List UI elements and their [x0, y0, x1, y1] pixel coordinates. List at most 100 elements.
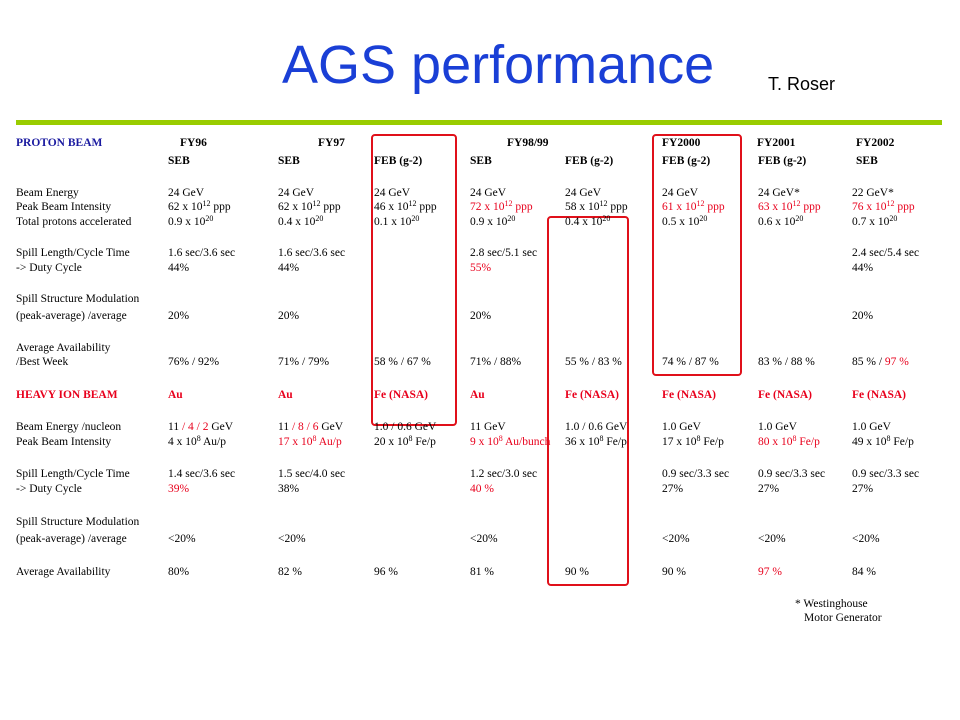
- heavy-ion-cell-1-5: 17 x 108 Fe/p: [662, 434, 724, 449]
- heavy-ion-cell-1-0: 4 x 108 Au/p: [168, 434, 226, 449]
- footnote-line-1: * Westinghouse: [795, 598, 868, 610]
- proton-cell-4-0: 44%: [168, 262, 190, 274]
- species-header-6: Fe (NASA): [758, 389, 812, 401]
- proton-cell-3-7: 2.4 sec/5.4 sec: [852, 247, 920, 259]
- heavy-ion-cell-0-2: 1.0 / 0.6 GeV: [374, 421, 437, 433]
- heavy-ion-row-label-5: (peak-average) /average: [16, 533, 127, 545]
- mode-header-7: SEB: [856, 155, 878, 167]
- proton-cell-6-0: 20%: [168, 310, 190, 322]
- highlight-box-fy97-feb: [371, 134, 457, 426]
- proton-cell-1-6: 63 x 1012 ppp: [758, 199, 821, 214]
- heavy-ion-cell-2-6: 0.9 sec/3.3 sec: [758, 468, 826, 480]
- heavy-ion-row-label-0: Beam Energy /nucleon: [16, 421, 122, 433]
- species-header-3: Au: [470, 389, 485, 401]
- proton-cell-2-1: 0.4 x 1020: [278, 214, 324, 229]
- species-header-1: Au: [278, 389, 293, 401]
- mode-header-4: FEB (g-2): [565, 155, 614, 167]
- proton-cell-2-2: 0.1 x 1020: [374, 214, 420, 229]
- heavy-ion-cell-5-6: <20%: [758, 533, 786, 545]
- mode-header-6: FEB (g-2): [758, 155, 807, 167]
- heavy-ion-cell-0-6: 1.0 GeV: [758, 421, 797, 433]
- mode-header-2: FEB (g-2): [374, 155, 423, 167]
- highlight-box-fy2000: [652, 134, 742, 376]
- proton-cell-6-3: 20%: [470, 310, 492, 322]
- proton-cell-1-2: 46 x 1012 ppp: [374, 199, 437, 214]
- year-header-4: FY2001: [757, 137, 796, 149]
- heavy-ion-cell-2-7: 0.9 sec/3.3 sec: [852, 468, 920, 480]
- heavy-ion-cell-0-7: 1.0 GeV: [852, 421, 891, 433]
- section-label-proton: PROTON BEAM: [16, 137, 103, 149]
- heavy-ion-cell-6-3: 81 %: [470, 566, 494, 578]
- proton-cell-2-0: 0.9 x 1020: [168, 214, 214, 229]
- proton-cell-8-4: 55 % / 83 %: [565, 356, 622, 368]
- proton-cell-0-0: 24 GeV: [168, 187, 205, 199]
- proton-row-label-6: (peak-average) /average: [16, 310, 127, 322]
- heavy-ion-cell-6-1: 82 %: [278, 566, 302, 578]
- heavy-ion-cell-0-0: 11 / 4 / 2 GeV: [168, 421, 234, 433]
- proton-cell-8-1: 71% / 79%: [278, 356, 330, 368]
- heavy-ion-cell-3-5: 27%: [662, 483, 684, 495]
- proton-row-label-7: Average Availability: [16, 342, 111, 354]
- heavy-ion-cell-1-7: 49 x 108 Fe/p: [852, 434, 914, 449]
- proton-cell-8-0: 76% / 92%: [168, 356, 220, 368]
- proton-cell-3-1: 1.6 sec/3.6 sec: [278, 247, 346, 259]
- heavy-ion-cell-6-5: 90 %: [662, 566, 686, 578]
- proton-cell-2-5: 0.5 x 1020: [662, 214, 708, 229]
- heavy-ion-row-label-3: -> Duty Cycle: [16, 483, 82, 495]
- heavy-ion-cell-5-5: <20%: [662, 533, 690, 545]
- heavy-ion-cell-1-4: 36 x 108 Fe/p: [565, 434, 627, 449]
- heavy-ion-cell-2-3: 1.2 sec/3.0 sec: [470, 468, 538, 480]
- year-header-0: FY96: [180, 137, 207, 149]
- proton-cell-0-7: 22 GeV*: [852, 187, 894, 199]
- mode-header-1: SEB: [278, 155, 300, 167]
- page-title: AGS performance: [282, 35, 715, 95]
- heavy-ion-cell-1-2: 20 x 108 Fe/p: [374, 434, 436, 449]
- heavy-ion-cell-2-1: 1.5 sec/4.0 sec: [278, 468, 346, 480]
- heavy-ion-cell-6-2: 96 %: [374, 566, 398, 578]
- proton-cell-8-3: 71% / 88%: [470, 356, 522, 368]
- proton-cell-6-1: 20%: [278, 310, 300, 322]
- heavy-ion-cell-5-3: <20%: [470, 533, 498, 545]
- species-header-0: Au: [168, 389, 183, 401]
- proton-cell-2-4: 0.4 x 1020: [565, 214, 611, 229]
- mode-header-3: SEB: [470, 155, 492, 167]
- heavy-ion-cell-6-0: 80%: [168, 566, 190, 578]
- species-header-5: Fe (NASA): [662, 389, 716, 401]
- species-header-4: Fe (NASA): [565, 389, 619, 401]
- heavy-ion-row-label-1: Peak Beam Intensity: [16, 436, 112, 448]
- heavy-ion-cell-2-0: 1.4 sec/3.6 sec: [168, 468, 236, 480]
- heavy-ion-cell-1-6: 80 x 108 Fe/p: [758, 434, 820, 449]
- proton-cell-0-1: 24 GeV: [278, 187, 315, 199]
- proton-cell-0-3: 24 GeV: [470, 187, 507, 199]
- proton-row-label-4: -> Duty Cycle: [16, 262, 82, 274]
- year-header-1: FY97: [318, 137, 345, 149]
- heavy-ion-cell-5-7: <20%: [852, 533, 880, 545]
- mode-header-5: FEB (g-2): [662, 155, 711, 167]
- heavy-ion-cell-3-7: 27%: [852, 483, 874, 495]
- proton-row-label-1: Peak Beam Intensity: [16, 201, 112, 213]
- heavy-ion-row-label-6: Average Availability: [16, 566, 111, 578]
- heavy-ion-cell-3-6: 27%: [758, 483, 780, 495]
- heavy-ion-cell-0-5: 1.0 GeV: [662, 421, 701, 433]
- proton-row-label-0: Beam Energy: [16, 187, 79, 199]
- proton-cell-2-6: 0.6 x 1020: [758, 214, 804, 229]
- heavy-ion-row-label-2: Spill Length/Cycle Time: [16, 468, 130, 480]
- proton-cell-0-6: 24 GeV*: [758, 187, 800, 199]
- year-header-2: FY98/99: [507, 137, 549, 149]
- highlight-box-fy98-feb: [547, 216, 629, 586]
- heavy-ion-cell-6-4: 90 %: [565, 566, 589, 578]
- heavy-ion-cell-0-3: 11 GeV: [470, 421, 506, 433]
- proton-cell-8-7: 85 % / 97 %: [852, 356, 909, 368]
- heavy-ion-cell-6-7: 84 %: [852, 566, 876, 578]
- proton-cell-1-3: 72 x 1012 ppp: [470, 199, 533, 214]
- heavy-ion-cell-3-0: 39%: [168, 483, 190, 495]
- heavy-ion-cell-3-3: 40 %: [470, 483, 494, 495]
- heavy-ion-cell-6-6: 97 %: [758, 566, 782, 578]
- heavy-ion-cell-2-5: 0.9 sec/3.3 sec: [662, 468, 730, 480]
- proton-cell-4-7: 44%: [852, 262, 874, 274]
- heavy-ion-cell-1-1: 17 x 108 Au/p: [278, 434, 342, 449]
- heavy-ion-cell-0-4: 1.0 / 0.6 GeV: [565, 421, 628, 433]
- proton-row-label-5: Spill Structure Modulation: [16, 293, 140, 305]
- proton-cell-0-4: 24 GeV: [565, 187, 602, 199]
- section-label-heavy-ion: HEAVY ION BEAM: [16, 389, 118, 401]
